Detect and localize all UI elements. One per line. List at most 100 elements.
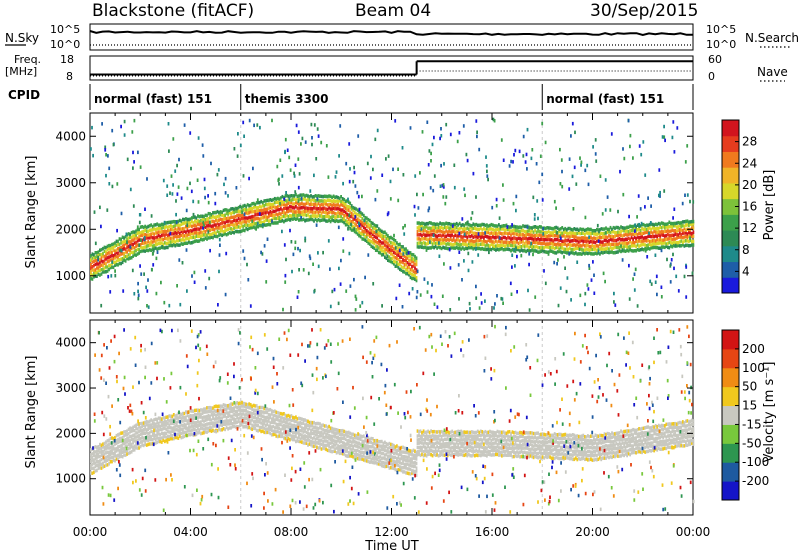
data-cell (387, 154, 390, 158)
data-cell (168, 419, 171, 423)
data-cell (673, 150, 676, 154)
data-cell (561, 234, 564, 238)
data-cell (242, 420, 245, 425)
data-cell (683, 227, 686, 231)
data-cell (605, 238, 607, 243)
data-cell (608, 227, 610, 232)
data-cell (571, 239, 574, 243)
data-cell (311, 444, 314, 448)
data-cell (305, 419, 308, 423)
data-cell (588, 251, 591, 255)
data-cell (163, 434, 166, 439)
data-cell (317, 446, 320, 450)
data-cell (523, 224, 526, 229)
data-cell (487, 238, 490, 243)
data-cell (168, 243, 171, 248)
data-cell (105, 253, 107, 257)
data-cell (528, 236, 530, 241)
data-cell (314, 422, 317, 426)
data-cell (267, 222, 270, 227)
data-cell (266, 218, 269, 222)
data-cell (182, 411, 184, 416)
data-cell (632, 232, 634, 236)
data-cell (264, 214, 267, 219)
data-cell (210, 224, 213, 229)
data-cell (198, 415, 201, 419)
data-cell (552, 242, 555, 246)
data-cell (495, 248, 497, 252)
data-cell (177, 234, 180, 239)
data-cell (168, 425, 171, 430)
data-cell (299, 424, 302, 428)
data-cell (326, 439, 329, 444)
data-cell (387, 237, 389, 241)
data-cell (150, 232, 153, 236)
data-cell (255, 408, 258, 413)
data-cell (472, 235, 475, 239)
data-cell (347, 221, 350, 225)
data-cell (114, 249, 116, 253)
data-cell (241, 210, 243, 215)
data-cell (532, 195, 535, 200)
data-cell (399, 251, 401, 255)
data-cell (298, 435, 300, 439)
data-cell (175, 212, 177, 217)
data-cell (227, 216, 229, 220)
data-cell (626, 233, 628, 237)
data-cell (206, 220, 208, 224)
data-cell (265, 259, 268, 263)
data-cell (284, 436, 287, 441)
data-cell (365, 444, 368, 448)
data-cell (543, 241, 546, 246)
data-cell (225, 419, 228, 423)
data-cell (106, 208, 109, 212)
data-cell (656, 222, 659, 227)
data-cell (424, 245, 426, 249)
cpid-row: normal (fast) 151 themis 3300 normal (fast… (89, 84, 694, 110)
data-cell (561, 226, 564, 230)
data-cell (467, 227, 470, 231)
data-cell (615, 233, 618, 237)
data-cell (293, 437, 296, 442)
data-cell (672, 224, 675, 228)
data-cell (169, 231, 172, 236)
data-cell (641, 247, 643, 251)
nsearch-tick-top: 10^5 (706, 23, 736, 36)
data-cell (627, 118, 630, 123)
data-cell (100, 263, 103, 267)
data-cell (620, 249, 622, 254)
data-cell (147, 224, 150, 229)
data-cell (275, 410, 278, 414)
data-cell (492, 227, 494, 232)
data-cell (154, 223, 157, 227)
data-cell (99, 252, 101, 257)
data-cell (584, 168, 587, 173)
data-cell (133, 433, 136, 437)
data-cell (148, 437, 151, 442)
data-cell (678, 223, 681, 228)
data-cell (405, 247, 407, 251)
data-cell (114, 269, 116, 273)
data-cell (316, 197, 319, 201)
data-cell (393, 250, 395, 255)
data-cell (427, 241, 429, 246)
data-cell (270, 210, 273, 215)
data-cell (540, 237, 542, 242)
data-cell (525, 152, 528, 157)
data-cell (683, 220, 686, 224)
data-cell (451, 233, 454, 237)
data-cell (233, 406, 235, 410)
data-cell (97, 262, 100, 266)
data-cell (484, 299, 486, 303)
data-cell (228, 219, 231, 223)
data-cell (562, 250, 565, 254)
data-cell (322, 250, 324, 255)
data-cell (686, 223, 689, 227)
data-cell (133, 428, 136, 433)
data-cell (233, 218, 235, 223)
data-cell (525, 236, 527, 240)
data-cell (180, 233, 183, 238)
data-cell (91, 268, 94, 272)
data-cell (165, 230, 168, 234)
data-cell (594, 229, 597, 233)
